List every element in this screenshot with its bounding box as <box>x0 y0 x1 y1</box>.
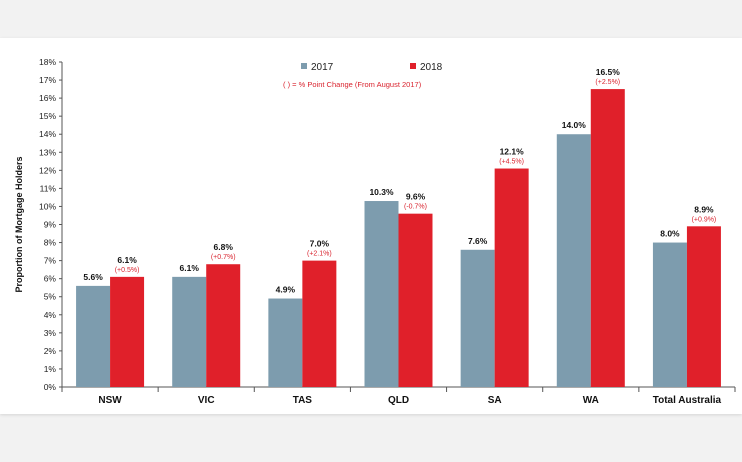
x-category-label: SA <box>488 395 502 406</box>
bar-label-2018: 16.5% <box>596 67 621 77</box>
legend-label-2017: 2017 <box>311 62 334 73</box>
change-label-2018: (+0.7%) <box>211 254 236 261</box>
bar-2017-qld <box>364 201 399 387</box>
y-tick-label: 16% <box>39 93 56 103</box>
y-tick-label: 12% <box>39 165 56 175</box>
bar-label-2018: 6.1% <box>117 255 137 265</box>
x-category-label: Total Australia <box>653 395 722 406</box>
bar-label-2017: 5.6% <box>83 272 103 282</box>
bar-2018-vic <box>206 264 241 387</box>
bar-label-2018: 8.9% <box>694 204 714 214</box>
bar-label-2017: 6.1% <box>180 263 200 273</box>
legend-swatch-2018 <box>410 63 416 69</box>
bar-label-2018: 12.1% <box>500 147 525 157</box>
bar-label-2018: 6.8% <box>214 242 234 252</box>
bar-label-2018: 7.0% <box>310 239 330 249</box>
bar-2017-wa <box>556 134 591 387</box>
y-tick-label: 18% <box>39 57 56 67</box>
change-label-2018: (+0.9%) <box>692 216 717 223</box>
bar-2017-total-australia <box>652 242 687 387</box>
change-label-2018: (-0.7%) <box>404 204 427 211</box>
change-label-2018: (+2.1%) <box>307 251 332 258</box>
bar-2017-nsw <box>76 285 111 387</box>
change-label-2018: (+0.5%) <box>115 267 140 274</box>
y-tick-label: 0% <box>44 382 57 392</box>
y-tick-label: 4% <box>44 310 57 320</box>
y-tick-label: 10% <box>39 201 56 211</box>
bar-2018-sa <box>494 168 529 387</box>
y-tick-label: 17% <box>39 75 56 85</box>
bar-2018-wa <box>590 89 625 387</box>
legend-swatch-2017 <box>301 63 307 69</box>
y-tick-label: 6% <box>44 274 57 284</box>
bar-2017-tas <box>268 298 303 387</box>
y-tick-label: 5% <box>44 292 57 302</box>
y-tick-label: 8% <box>44 238 57 248</box>
bar-label-2017: 4.9% <box>276 285 296 295</box>
x-category-label: TAS <box>293 395 313 406</box>
bar-label-2017: 8.0% <box>660 229 680 239</box>
bar-label-2017: 10.3% <box>369 187 394 197</box>
y-tick-label: 1% <box>44 364 57 374</box>
legend-label-2018: 2018 <box>420 62 443 73</box>
change-label-2018: (+4.5%) <box>499 159 524 166</box>
bar-2018-qld <box>398 213 433 387</box>
change-label-2018: (+2.5%) <box>595 79 620 86</box>
y-tick-label: 2% <box>44 346 57 356</box>
y-tick-label: 11% <box>40 183 57 193</box>
x-category-label: NSW <box>98 395 122 406</box>
y-tick-label: 14% <box>39 129 56 139</box>
x-category-label: QLD <box>388 395 409 406</box>
x-category-label: WA <box>583 395 599 406</box>
x-category-label: VIC <box>198 395 215 406</box>
bar-2017-vic <box>172 276 207 387</box>
bar-2017-sa <box>460 249 495 387</box>
y-tick-label: 13% <box>39 147 56 157</box>
y-axis-title: Proportion of Mortgage Holders <box>14 157 24 293</box>
bar-2018-nsw <box>110 276 145 387</box>
bar-2018-total-australia <box>686 226 721 387</box>
bar-label-2018: 9.6% <box>406 192 426 202</box>
y-tick-label: 7% <box>44 256 57 266</box>
y-tick-label: 9% <box>44 220 57 230</box>
y-tick-label: 3% <box>44 328 57 338</box>
change-note: ( ) = % Point Change (From August 2017) <box>283 80 422 89</box>
bar-label-2017: 7.6% <box>468 236 488 246</box>
bar-label-2017: 14.0% <box>562 120 587 130</box>
y-tick-label: 15% <box>39 111 56 121</box>
bar-2018-tas <box>302 260 337 387</box>
